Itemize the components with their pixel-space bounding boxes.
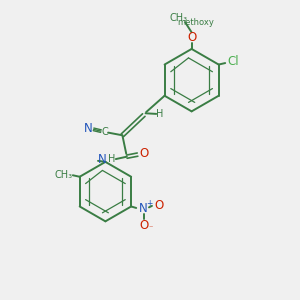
Text: O: O [140, 147, 149, 160]
Text: methoxy: methoxy [177, 18, 214, 27]
Text: O: O [154, 199, 163, 212]
Text: H: H [156, 109, 164, 118]
Text: ⁻: ⁻ [148, 223, 152, 232]
Text: +: + [146, 199, 153, 208]
Text: O: O [139, 219, 148, 232]
Text: CH₃: CH₃ [169, 13, 187, 23]
Text: N: N [98, 153, 106, 166]
Text: N: N [139, 202, 148, 215]
Text: H: H [108, 154, 115, 164]
Text: CH₃: CH₃ [54, 170, 72, 180]
Text: O: O [187, 31, 196, 44]
Text: C: C [101, 127, 108, 137]
Text: N: N [84, 122, 93, 135]
Text: Cl: Cl [228, 55, 239, 68]
